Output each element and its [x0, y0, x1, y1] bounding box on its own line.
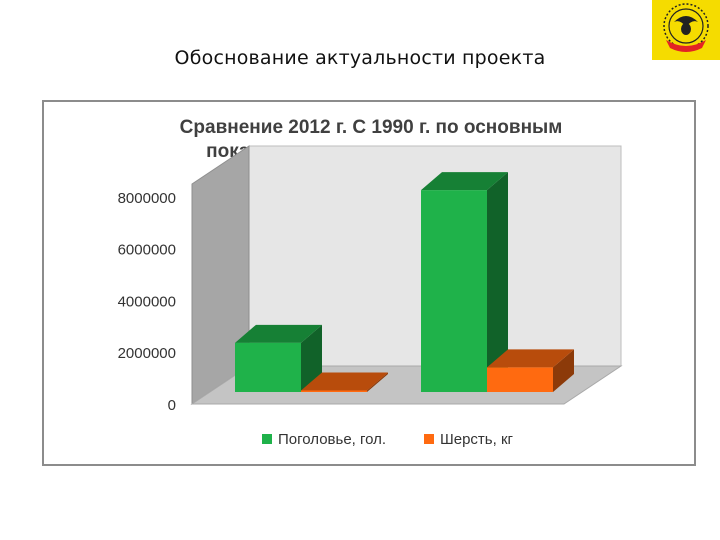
slide-title: Обоснование актуальности проекта [174, 47, 546, 69]
bar-top [421, 172, 508, 191]
legend-label: Поголовье, гол. [278, 431, 386, 448]
legend-swatch [262, 434, 272, 444]
bar-top [301, 372, 388, 391]
y-tick-label: 4000000 [118, 293, 176, 310]
bar-top [487, 349, 574, 368]
y-tick-label: 6000000 [118, 242, 176, 259]
chart-canvas: Сравнение 2012 г. С 1990 г. по основным … [118, 117, 623, 448]
logo-ribbon [666, 40, 706, 52]
bar [487, 349, 574, 392]
bar-side [301, 324, 322, 392]
bar-side [367, 372, 388, 392]
logo-horns [674, 16, 698, 27]
chart-title-line-1: Сравнение 2012 г. С 1990 г. по основным [180, 117, 563, 138]
bar-front [421, 190, 487, 392]
y-tick-label: 0 [168, 397, 176, 414]
plot-area: 0 2000000 4000000 6000000 8000000 [118, 145, 623, 414]
logo-emblem [652, 0, 720, 60]
bar [235, 324, 322, 392]
bar-front [301, 390, 367, 392]
bar [301, 372, 388, 392]
y-tick-label: 2000000 [118, 345, 176, 362]
chart-frame: Сравнение 2012 г. С 1990 г. по основным … [42, 100, 696, 466]
bar [421, 172, 508, 392]
legend-label: Шерсть, кг [440, 431, 514, 448]
legend-swatch [424, 434, 434, 444]
bar-top [235, 324, 322, 343]
bar-side [553, 349, 574, 392]
bar-front [487, 367, 553, 392]
bar-front [235, 342, 301, 392]
logo-sheep-head [681, 23, 691, 35]
bar-side [487, 172, 508, 392]
logo-ring [663, 3, 709, 49]
y-tick-label: 8000000 [118, 190, 176, 207]
chart-legend: Поголовье, гол. Шерсть, кг [262, 431, 514, 448]
